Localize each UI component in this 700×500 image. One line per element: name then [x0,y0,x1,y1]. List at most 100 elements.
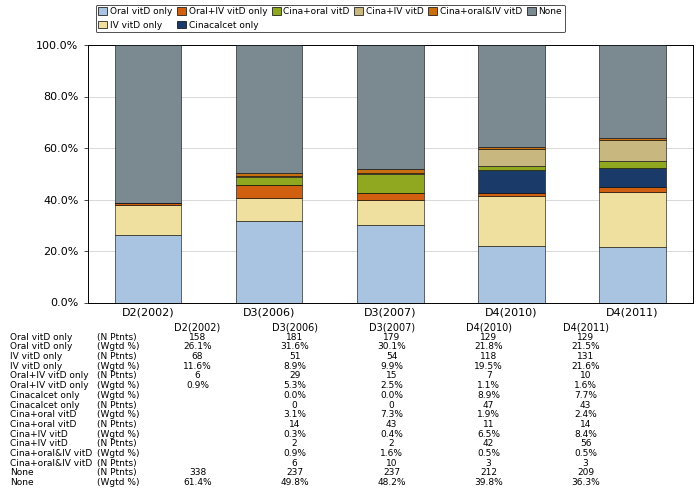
Bar [236,198,302,221]
Text: 15: 15 [386,372,398,380]
Text: 6.5%: 6.5% [477,430,500,438]
Text: (Wgtd %): (Wgtd %) [97,449,139,458]
Text: 212: 212 [480,468,497,477]
Text: 14: 14 [289,420,300,429]
Text: (N Ptnts): (N Ptnts) [97,420,136,429]
Bar [357,169,424,173]
Text: 0.5%: 0.5% [477,449,500,458]
Text: 1.9%: 1.9% [477,410,500,419]
Text: IV vitD only: IV vitD only [10,352,63,361]
Text: 2.5%: 2.5% [380,381,403,390]
Text: Cina+oral&IV vitD: Cina+oral&IV vitD [10,449,92,458]
Bar [599,138,666,140]
Text: 3: 3 [583,459,589,468]
Text: 179: 179 [383,332,400,342]
Bar [478,246,545,302]
Text: (Wgtd %): (Wgtd %) [97,381,139,390]
Text: Cina+oral&IV vitD: Cina+oral&IV vitD [10,459,92,468]
Bar [115,236,181,302]
Legend: Oral vitD only, IV vitD only, Oral+IV vitD only, Cinacalcet only, Cina+oral vitD: Oral vitD only, IV vitD only, Oral+IV vi… [95,4,565,32]
Text: 14: 14 [580,420,592,429]
Text: 5.3%: 5.3% [283,381,306,390]
Text: 68: 68 [192,352,203,361]
Text: 51: 51 [289,352,300,361]
Bar [236,176,302,184]
Text: Cina+oral vitD: Cina+oral vitD [10,410,77,419]
Text: Oral vitD only: Oral vitD only [10,332,73,342]
Text: D3(2006): D3(2006) [272,323,318,333]
Text: 338: 338 [189,468,206,477]
Text: 11.6%: 11.6% [183,362,212,370]
Text: 0.4%: 0.4% [380,430,403,438]
Text: IV vitD only: IV vitD only [10,362,63,370]
Text: 0: 0 [389,400,395,409]
Text: Oral vitD only: Oral vitD only [10,342,73,351]
Text: 129: 129 [480,332,497,342]
Text: (Wgtd %): (Wgtd %) [97,478,139,487]
Text: (N Ptnts): (N Ptnts) [97,352,136,361]
Bar [599,162,666,168]
Text: 118: 118 [480,352,497,361]
Text: D4(2011): D4(2011) [563,323,609,333]
Text: 0: 0 [292,400,298,409]
Bar [357,174,424,193]
Bar [357,225,424,302]
Text: (Wgtd %): (Wgtd %) [97,410,139,419]
Text: 0.5%: 0.5% [574,449,597,458]
Text: 31.6%: 31.6% [280,342,309,351]
Text: 47: 47 [483,400,494,409]
Text: 0.9%: 0.9% [186,381,209,390]
Bar [599,140,666,162]
Text: 1.6%: 1.6% [574,381,597,390]
Text: (Wgtd %): (Wgtd %) [97,430,139,438]
Text: 43: 43 [580,400,592,409]
Text: 10: 10 [580,372,592,380]
Text: 3.1%: 3.1% [283,410,306,419]
Bar [236,184,302,198]
Text: 21.8%: 21.8% [475,342,503,351]
Text: Cinacalcet only: Cinacalcet only [10,391,80,400]
Text: (N Ptnts): (N Ptnts) [97,400,136,409]
Text: (N Ptnts): (N Ptnts) [97,459,136,468]
Text: 1.1%: 1.1% [477,381,500,390]
Text: 237: 237 [286,468,303,477]
Text: 61.4%: 61.4% [183,478,212,487]
Text: 6: 6 [195,372,200,380]
Text: 0.3%: 0.3% [283,430,306,438]
Text: 8.4%: 8.4% [574,430,597,438]
Text: (N Ptnts): (N Ptnts) [97,332,136,342]
Text: 209: 209 [577,468,594,477]
Bar [599,192,666,247]
Text: 10: 10 [386,459,398,468]
Text: 237: 237 [383,468,400,477]
Text: 19.5%: 19.5% [475,362,503,370]
Bar [115,45,181,203]
Text: Oral+IV vitD only: Oral+IV vitD only [10,381,89,390]
Text: None: None [10,468,34,477]
Text: Cinacalcet only: Cinacalcet only [10,400,80,409]
Bar [115,206,181,236]
Text: 49.8%: 49.8% [280,478,309,487]
Text: 2: 2 [292,440,298,448]
Text: 6: 6 [292,459,298,468]
Text: D3(2007): D3(2007) [369,323,414,333]
Text: 48.2%: 48.2% [377,478,406,487]
Text: 36.3%: 36.3% [571,478,600,487]
Text: 0.9%: 0.9% [283,449,306,458]
Bar [236,221,302,302]
Text: 54: 54 [386,352,398,361]
Text: 131: 131 [577,352,594,361]
Text: 21.5%: 21.5% [571,342,600,351]
Text: (Wgtd %): (Wgtd %) [97,342,139,351]
Text: D4(2010): D4(2010) [466,323,512,333]
Text: 8.9%: 8.9% [283,362,306,370]
Bar [599,45,666,138]
Text: 8.9%: 8.9% [477,391,500,400]
Text: (N Ptnts): (N Ptnts) [97,440,136,448]
Bar [478,149,545,166]
Text: 2.4%: 2.4% [574,410,597,419]
Bar [478,194,545,196]
Bar [478,148,545,149]
Bar [357,200,424,225]
Bar [599,168,666,188]
